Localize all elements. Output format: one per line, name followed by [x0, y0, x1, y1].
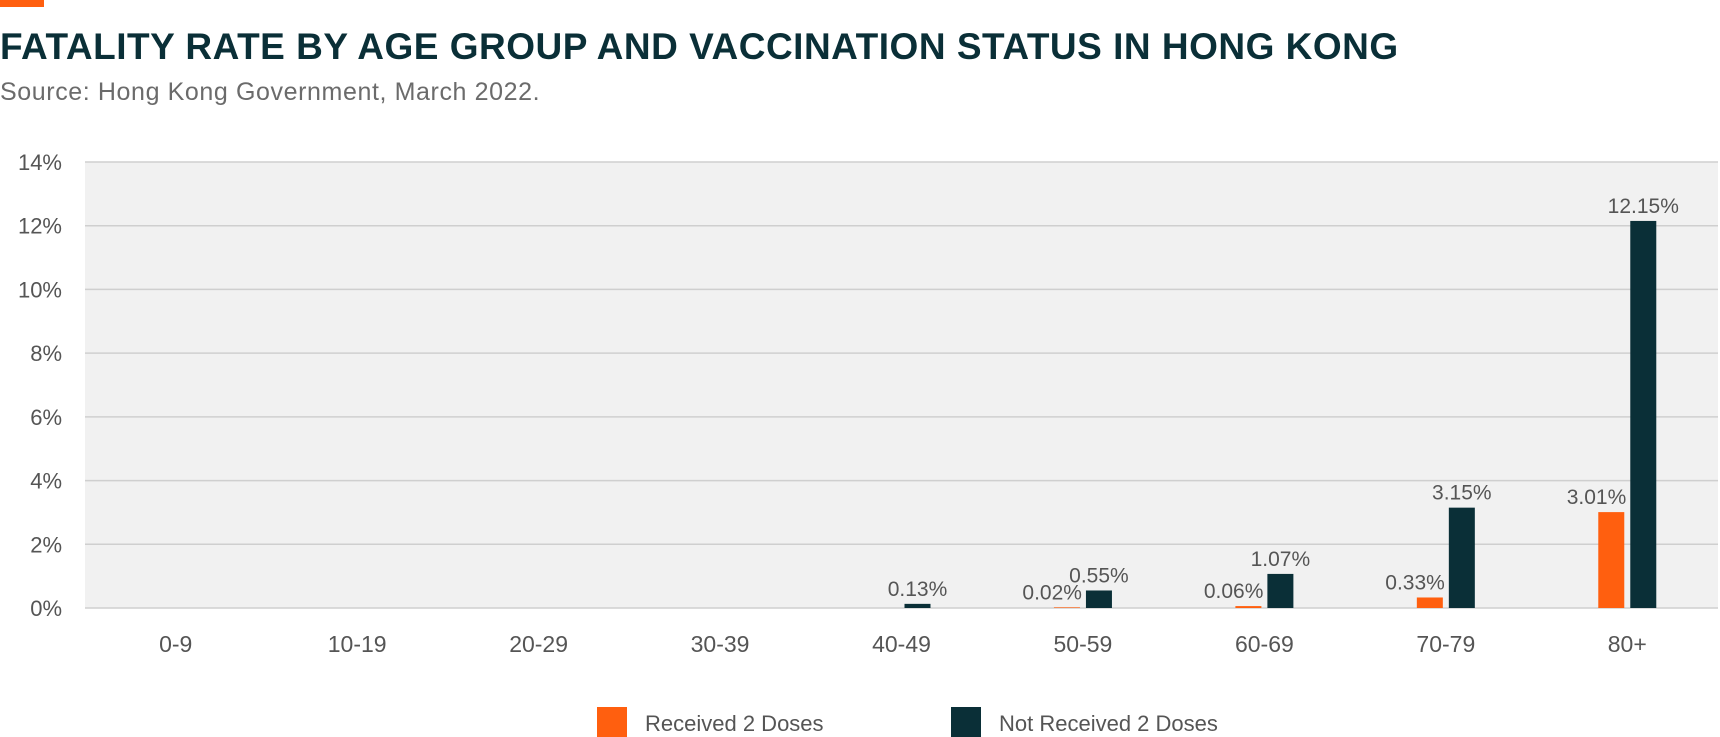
bar-received [1053, 607, 1080, 608]
data-label: 0.06% [1204, 580, 1264, 603]
bar-not-received [904, 603, 931, 608]
y-tick-label: 2% [30, 532, 62, 557]
legend-not-received-swatch [951, 707, 981, 737]
legend-not-received-label: Not Received 2 Doses [999, 711, 1218, 736]
chart-title: FATALITY RATE BY AGE GROUP AND VACCINATI… [0, 26, 1399, 67]
x-category-label: 10-19 [328, 631, 387, 657]
x-category-label: 30-39 [691, 631, 750, 657]
y-tick-label: 8% [30, 341, 62, 366]
data-label: 3.01% [1567, 486, 1627, 509]
bar-not-received [1630, 220, 1657, 608]
bar-received [1598, 512, 1625, 608]
data-label: 3.15% [1432, 482, 1492, 505]
bar-not-received [1267, 573, 1294, 608]
y-tick-label: 12% [18, 214, 62, 239]
data-label: 0.33% [1385, 571, 1445, 594]
x-category-label: 20-29 [509, 631, 568, 657]
x-category-label: 70-79 [1416, 631, 1475, 657]
x-category-label: 0-9 [159, 631, 192, 657]
accent-bar [0, 0, 44, 7]
legend-received-swatch [597, 707, 627, 737]
x-category-label: 40-49 [872, 631, 931, 657]
chart-subtitle: Source: Hong Kong Government, March 2022… [0, 78, 541, 106]
bar-not-received [1085, 590, 1112, 608]
bar-not-received [1448, 507, 1475, 608]
bar-received [1416, 597, 1443, 608]
bar-received [1235, 606, 1262, 608]
data-label: 12.15% [1608, 195, 1679, 218]
y-tick-label: 14% [18, 150, 62, 175]
y-tick-label: 10% [18, 277, 62, 302]
x-category-label: 50-59 [1054, 631, 1113, 657]
legend-received-label: Received 2 Doses [645, 711, 824, 736]
plot-area [85, 162, 1718, 608]
data-label: 0.13% [888, 578, 948, 601]
x-category-label: 80+ [1608, 631, 1647, 657]
y-tick-label: 4% [30, 469, 62, 494]
y-tick-label: 0% [30, 596, 62, 621]
data-label: 0.55% [1069, 564, 1129, 587]
data-label: 1.07% [1251, 548, 1311, 571]
y-tick-label: 6% [30, 405, 62, 430]
data-label: 0.02% [1022, 581, 1082, 604]
x-category-label: 60-69 [1235, 631, 1294, 657]
